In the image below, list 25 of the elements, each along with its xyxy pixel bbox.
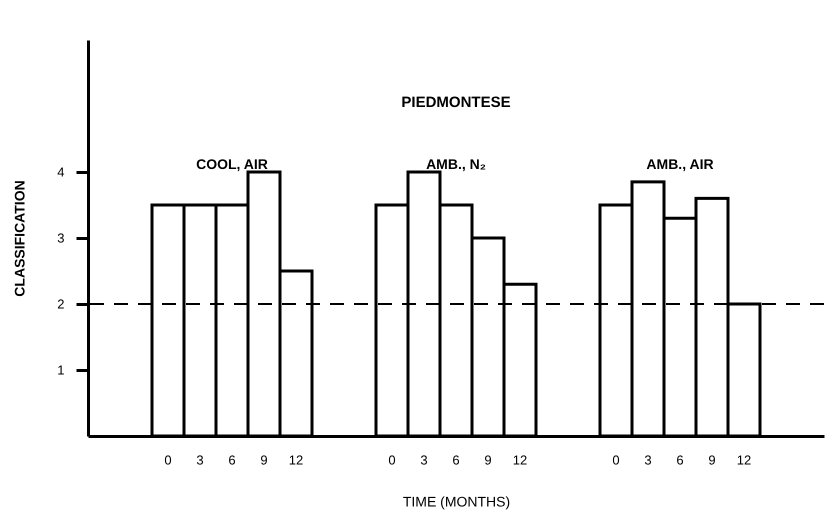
x-tick-label: 0 <box>388 452 396 468</box>
x-axis-title: TIME (MONTHS) <box>402 494 510 510</box>
x-tick-label: 3 <box>420 452 428 468</box>
x-tick-label: 6 <box>228 452 236 468</box>
x-tick-label: 6 <box>676 452 684 468</box>
y-axis-title: CLASSIFICATION <box>11 180 28 297</box>
annotation: COOL, AIR <box>196 156 268 172</box>
annotation: AMB., AIR <box>646 156 714 172</box>
y-tick-label: 4 <box>57 164 64 180</box>
x-tick-label: 0 <box>164 452 172 468</box>
x-tick-label: 0 <box>612 452 620 468</box>
x-tick-label: 12 <box>512 452 528 468</box>
annotation: AMB., N₂ <box>426 156 486 172</box>
x-tick-label: 9 <box>484 452 492 468</box>
x-tick-label: 12 <box>736 452 752 468</box>
x-tick-label: 9 <box>260 452 268 468</box>
x-tick-label: 3 <box>196 452 204 468</box>
y-tick-label: 1 <box>57 362 64 378</box>
x-tick-label: 9 <box>708 452 716 468</box>
text: PIEDMONTESE <box>401 94 511 111</box>
x-tick-label: 3 <box>644 452 652 468</box>
y-tick-label: 3 <box>57 230 64 246</box>
x-tick-label: 6 <box>452 452 460 468</box>
x-tick-label: 12 <box>288 452 304 468</box>
y-tick-label: 2 <box>57 296 64 312</box>
